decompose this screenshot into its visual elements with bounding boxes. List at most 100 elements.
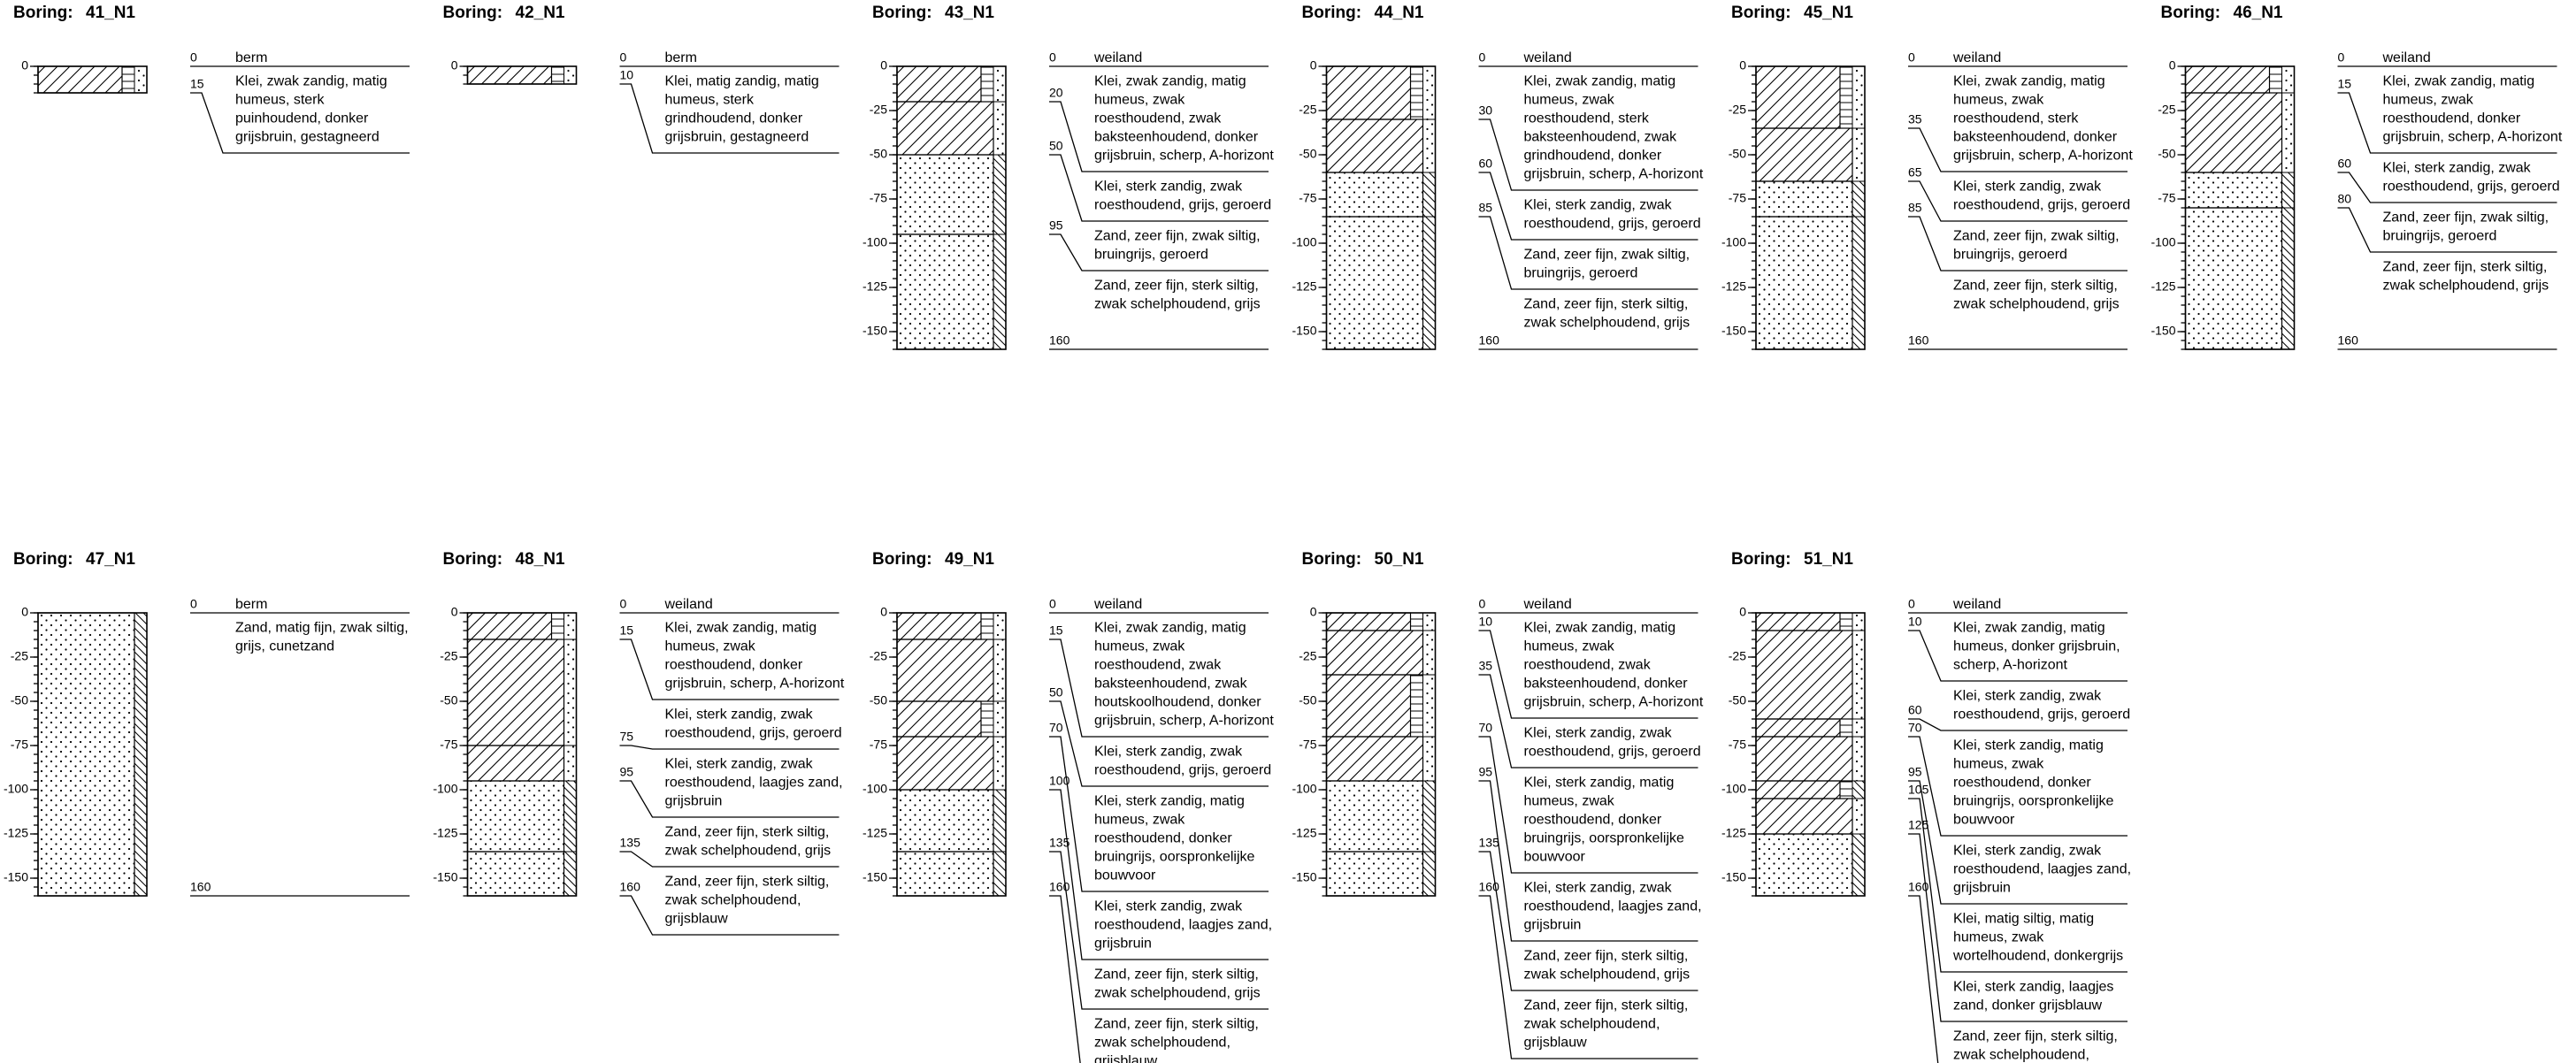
depth-tick-label: -125 [433,826,457,840]
soil-admixture [1422,172,1436,218]
soil-layer [896,65,982,103]
soil-layer [2184,65,2271,94]
layer-description: zwak schelphoudend, grijs [665,844,832,859]
layer-description: grijsbruin, scherp, A-horizont [1524,167,1704,182]
layer-description: zwak schelphoudend, grijs [1094,986,1261,1001]
layer-depth: 75 [620,730,634,744]
column-outline [37,65,148,94]
depth-tick-label: -75 [870,191,887,205]
soil-admixture [993,639,1007,702]
layer-description: grijsbruin [1094,937,1152,952]
depth-leader [1478,172,1698,241]
layer-description: roesthoudend, grijs, geroerd [1094,198,1271,213]
layer-description: zwak schelphoudend, [1524,1017,1660,1032]
layer-depth: 100 [1049,774,1070,788]
soil-admixture [1852,736,1866,782]
layer-description: roesthoudend, grijs, geroerd [1524,217,1701,232]
boring-name: 49_N1 [945,550,994,569]
layer-description: grijsbruin, gestagneerd [235,130,380,145]
depth-tick-label: -125 [4,826,28,840]
soil-layer [896,233,994,350]
depth-tick-label: -50 [1299,693,1316,707]
boring: Boring: 48_N1 0 -25 -50 -75 -100 -125 -150 0 weila… [433,550,845,936]
layer-description: roesthoudend, grijs, geroerd [1524,745,1701,760]
layer-description: bruingrijs, oorspronkelijke [1953,794,2114,809]
soil-admixture [993,789,1007,853]
soil-admixture [1852,833,1866,897]
layer-depth: 65 [1908,165,1922,180]
layer-depth: 15 [2338,77,2352,91]
surface-use: berm [235,597,267,612]
layer-description: bouwvoor [1524,850,1586,865]
soil-admixture [1852,798,1866,835]
layer-description: roesthoudend, grijs, geroerd [1094,763,1271,778]
depth-leader [1908,833,2128,1022]
depth-tick-label: -75 [2158,191,2175,205]
layer-depth: 85 [1479,201,1493,215]
depth-leader [1478,216,1698,290]
layer-description: humeus, zwak [1094,93,1185,108]
layer-description: Zand, zeer fijn, sterk siltig, [1094,1017,1259,1032]
boring-label: Boring: [13,4,73,22]
layer-description: Klei, sterk zandig, zwak [1094,180,1243,195]
layer-description: bouwvoor [1094,868,1156,883]
layer-description: Zand, zeer fijn, sterk siltig, [1524,998,1689,1013]
depth-tick-label: 0 [1310,605,1317,619]
soil-layer [466,65,553,85]
soil-admixture [1422,736,1436,782]
soil-layer [896,736,994,791]
layer-depth: 15 [1049,623,1063,638]
layer-description: humeus, zwak [1524,794,1615,809]
layer-description: grindhoudend, donker [1524,149,1662,164]
layer-description: humeus, zwak [1094,813,1185,828]
boring-name: 44_N1 [1375,4,1424,22]
layer-description: Klei, matig siltig, matig [1953,912,2094,927]
layer-description: zwak schelphoudend, grijs [1094,297,1261,312]
depth-leader [619,851,840,868]
layer-depth: 160 [2338,333,2359,348]
depth-tick-label: -25 [1729,103,1746,117]
layer-description: Klei, sterk zandig, zwak [1953,689,2102,704]
layer-description: zwak schelphoudend, grijs [1524,967,1690,983]
depth-tick-label: -25 [1729,649,1746,663]
layer-description: Klei, zwak zandig, matig [1953,74,2105,89]
depth-leader [1908,127,2128,172]
soil-admixture [1410,674,1423,738]
soil-admixture [2269,65,2282,94]
depth-leader [619,745,840,750]
depth-leader [1908,780,2128,905]
soil-admixture [993,700,1007,738]
soil-admixture [134,612,148,897]
depth-tick-label: 0 [1739,605,1746,619]
depth-leader [1908,798,2128,973]
layer-description: baksteenhoudend, zwak [1524,130,1678,145]
depth-tick-label: -25 [1299,103,1316,117]
surface-use: weiland [1952,597,2001,612]
soil-layer [466,612,553,640]
soil-layer [1325,630,1424,676]
soil-admixture [1852,127,1866,182]
surface-use: weiland [1523,50,1572,65]
depth-tick-label: -150 [1721,324,1746,338]
depth-leader [1049,700,1269,787]
layer-description: roesthoudend, grijs, geroerd [665,726,842,741]
depth-leader [1478,674,1698,769]
layer-depth: 135 [1049,836,1070,850]
soil-admixture [2281,92,2295,173]
soil-layer [2184,207,2283,350]
layer-description: scherp, A-horizont [1953,658,2068,673]
layer-description: grijsbruin, scherp, A-horizont [665,677,845,692]
layer-depth: 160 [1049,333,1070,348]
depth-leader [1049,639,1269,738]
soil-layer [1325,65,1412,120]
surface-use: weiland [1093,50,1142,65]
soil-admixture [1422,119,1436,173]
depth-tick-label: -50 [11,693,28,707]
soil-admixture [1852,780,1866,799]
soil-layer [466,851,565,897]
depth-tick-label: 0 [451,58,458,73]
depth-leader [1049,851,1269,1010]
layer-description: Zand, zeer fijn, sterk siltig, [1094,279,1259,294]
layer-depth: 35 [1908,112,1922,126]
soil-admixture [1410,612,1423,631]
